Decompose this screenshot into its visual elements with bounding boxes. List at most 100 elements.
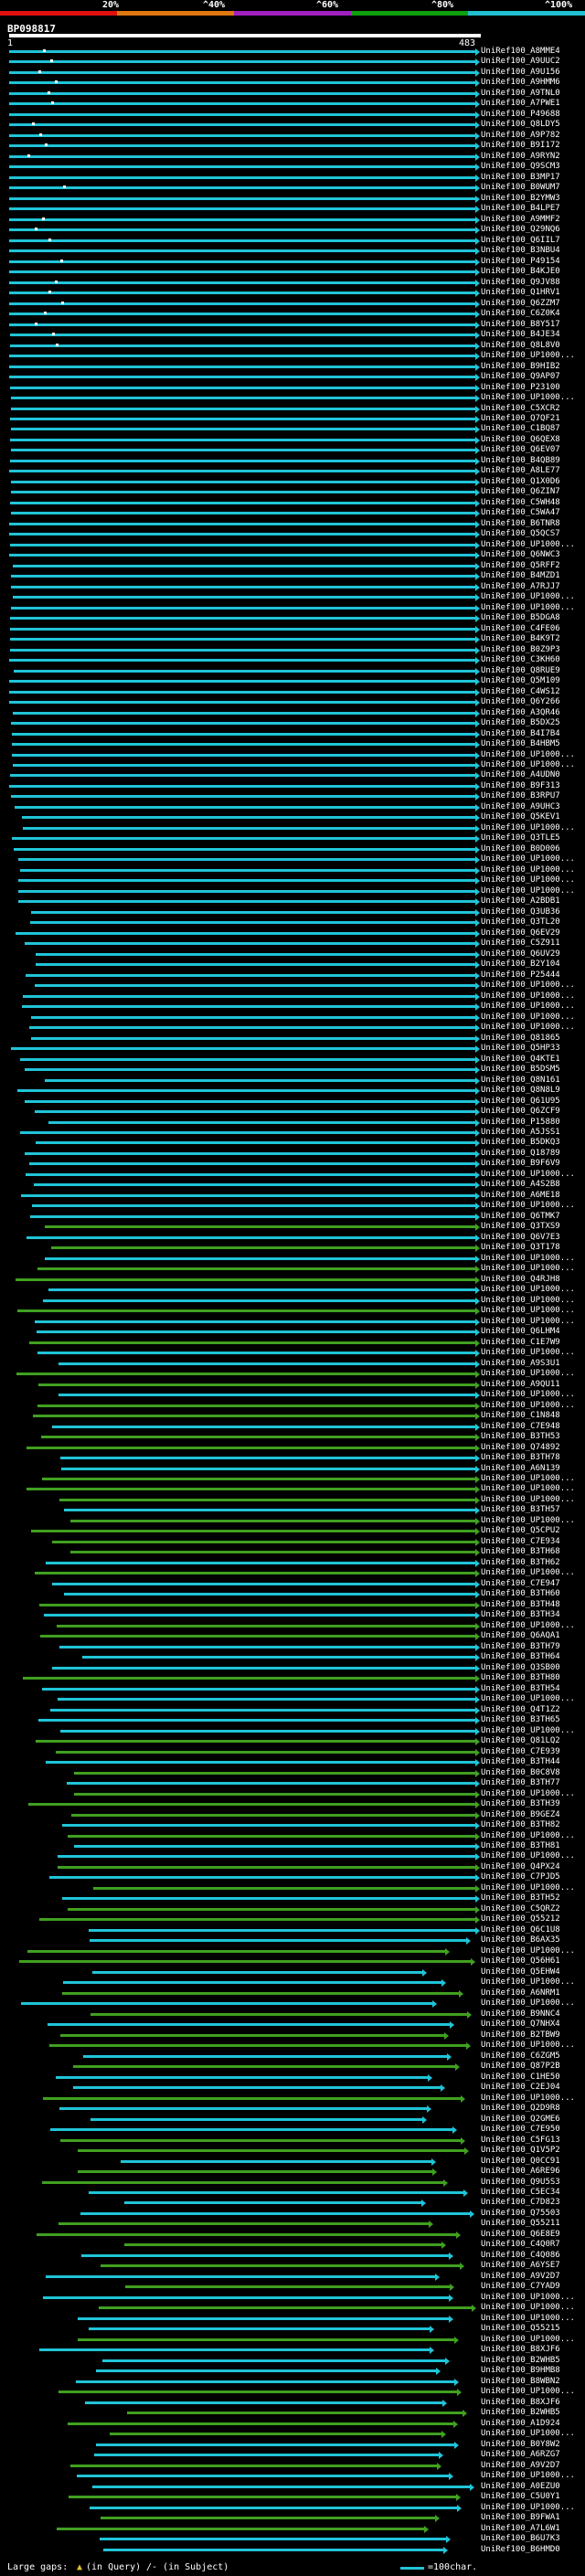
hit-alignment-bar[interactable] bbox=[74, 1792, 475, 1796]
hit-row[interactable]: UniRef100_Q3T178 bbox=[0, 1243, 585, 1253]
hit-name-link[interactable]: UniRef100_Q6E8E9 bbox=[481, 2229, 560, 2239]
hit-row[interactable]: UniRef100_UP1000... bbox=[0, 865, 585, 875]
hit-name-link[interactable]: UniRef100_B3TH79 bbox=[481, 1641, 560, 1651]
hit-name-link[interactable]: UniRef100_B9I172 bbox=[481, 141, 560, 151]
hit-alignment-bar[interactable] bbox=[70, 1519, 475, 1522]
hit-alignment-bar[interactable] bbox=[13, 711, 475, 715]
hit-row[interactable]: UniRef100_UP1000... bbox=[0, 2335, 585, 2345]
hit-name-link[interactable]: UniRef100_B2WHB5 bbox=[481, 2408, 560, 2418]
hit-name-link[interactable]: UniRef100_UP1000... bbox=[481, 1725, 575, 1735]
hit-name-link[interactable]: UniRef100_UP1000... bbox=[481, 1998, 575, 2009]
hit-name-link[interactable]: UniRef100_B3TH54 bbox=[481, 1683, 560, 1693]
hit-row[interactable]: UniRef100_Q5EHW4 bbox=[0, 1967, 585, 1977]
hit-row[interactable]: UniRef100_A9U156 bbox=[0, 68, 585, 78]
hit-alignment-bar[interactable] bbox=[12, 753, 475, 757]
hit-row[interactable]: UniRef100_Q56H61 bbox=[0, 1956, 585, 1966]
hit-row[interactable]: UniRef100_C5WA47 bbox=[0, 508, 585, 518]
hit-name-link[interactable]: UniRef100_Q7NHX4 bbox=[481, 2019, 560, 2030]
hit-row[interactable]: UniRef100_C5Z911 bbox=[0, 938, 585, 949]
hit-alignment-bar[interactable] bbox=[9, 154, 475, 158]
hit-alignment-bar[interactable] bbox=[11, 407, 475, 410]
hit-row[interactable]: UniRef100_Q6V7E3 bbox=[0, 1233, 585, 1243]
hit-row[interactable]: UniRef100_UP1000... bbox=[0, 1306, 585, 1316]
hit-row[interactable]: UniRef100_B3TH54 bbox=[0, 1683, 585, 1694]
hit-name-link[interactable]: UniRef100_A9V2D7 bbox=[481, 2460, 560, 2470]
hit-alignment-bar[interactable] bbox=[21, 2002, 432, 2006]
hit-name-link[interactable]: UniRef100_UP1000... bbox=[481, 854, 575, 864]
hit-name-link[interactable]: UniRef100_C5U0Y1 bbox=[481, 2492, 560, 2502]
hit-row[interactable]: UniRef100_C7PJD5 bbox=[0, 1872, 585, 1882]
hit-name-link[interactable]: UniRef100_Q75503 bbox=[481, 2208, 560, 2218]
hit-alignment-bar[interactable] bbox=[59, 1645, 475, 1648]
hit-name-link[interactable]: UniRef100_Q6EV29 bbox=[481, 928, 560, 938]
hit-alignment-bar[interactable] bbox=[11, 397, 475, 400]
hit-name-link[interactable]: UniRef100_B8XJF6 bbox=[481, 2345, 560, 2355]
hit-name-link[interactable]: UniRef100_Q7QF21 bbox=[481, 413, 560, 423]
hit-alignment-bar[interactable] bbox=[10, 648, 475, 652]
hit-name-link[interactable]: UniRef100_UP1000... bbox=[481, 1316, 575, 1326]
hit-alignment-bar[interactable] bbox=[25, 1151, 475, 1155]
hit-row[interactable]: UniRef100_Q87P2B bbox=[0, 2062, 585, 2072]
hit-row[interactable]: UniRef100_Q5M109 bbox=[0, 676, 585, 686]
hit-alignment-bar[interactable] bbox=[18, 879, 475, 883]
hit-alignment-bar[interactable] bbox=[10, 774, 475, 778]
hit-row[interactable]: UniRef100_Q6QEX8 bbox=[0, 435, 585, 445]
hit-alignment-bar[interactable] bbox=[48, 1288, 475, 1292]
hit-row[interactable]: UniRef100_B3TH53 bbox=[0, 1432, 585, 1442]
hit-alignment-bar[interactable] bbox=[29, 1026, 475, 1030]
hit-alignment-bar[interactable] bbox=[35, 1320, 475, 1323]
hit-row[interactable]: UniRef100_B3TH81 bbox=[0, 1841, 585, 1851]
hit-row[interactable]: UniRef100_Q4PX24 bbox=[0, 1862, 585, 1872]
hit-alignment-bar[interactable] bbox=[9, 784, 475, 788]
hit-name-link[interactable]: UniRef100_Q6NWC3 bbox=[481, 550, 560, 560]
hit-row[interactable]: UniRef100_B6U7K3 bbox=[0, 2534, 585, 2544]
hit-alignment-bar[interactable] bbox=[58, 1394, 475, 1397]
hit-alignment-bar[interactable] bbox=[10, 459, 475, 462]
hit-row[interactable]: UniRef100_C4Q086 bbox=[0, 2251, 585, 2261]
hit-name-link[interactable]: UniRef100_Q6Y266 bbox=[481, 697, 560, 707]
hit-name-link[interactable]: UniRef100_B0WUM7 bbox=[481, 183, 560, 193]
hit-name-link[interactable]: UniRef100_Q81LQ2 bbox=[481, 1736, 560, 1746]
hit-alignment-bar[interactable] bbox=[73, 2086, 441, 2090]
hit-row[interactable]: UniRef100_UP1000... bbox=[0, 1285, 585, 1295]
hit-alignment-bar[interactable] bbox=[14, 669, 475, 673]
hit-row[interactable]: UniRef100_B2WHB5 bbox=[0, 2408, 585, 2418]
hit-alignment-bar[interactable] bbox=[71, 1813, 475, 1817]
hit-name-link[interactable]: UniRef100_Q5HP33 bbox=[481, 1044, 560, 1054]
hit-row[interactable]: UniRef100_Q3TL20 bbox=[0, 917, 585, 928]
hit-alignment-bar[interactable] bbox=[29, 1162, 475, 1166]
hit-alignment-bar[interactable] bbox=[13, 564, 475, 567]
hit-row[interactable]: UniRef100_Q29NQ6 bbox=[0, 225, 585, 235]
hit-alignment-bar[interactable] bbox=[96, 2369, 436, 2373]
hit-row[interactable]: UniRef100_A9V2D7 bbox=[0, 2272, 585, 2282]
hit-alignment-bar[interactable] bbox=[9, 144, 475, 148]
hit-alignment-bar[interactable] bbox=[9, 217, 475, 221]
hit-name-link[interactable]: UniRef100_A8LE77 bbox=[481, 466, 560, 476]
hit-alignment-bar[interactable] bbox=[31, 1015, 475, 1019]
hit-alignment-bar[interactable] bbox=[23, 994, 475, 998]
hit-row[interactable]: UniRef100_UP1000... bbox=[0, 2314, 585, 2324]
hit-name-link[interactable]: UniRef100_A5JSS1 bbox=[481, 1127, 560, 1137]
hit-name-link[interactable]: UniRef100_B2YMW3 bbox=[481, 193, 560, 203]
hit-name-link[interactable]: UniRef100_UP1000... bbox=[481, 1306, 575, 1316]
hit-row[interactable]: UniRef100_B5DX25 bbox=[0, 718, 585, 728]
hit-alignment-bar[interactable] bbox=[17, 1089, 475, 1093]
hit-name-link[interactable]: UniRef100_B3TH68 bbox=[481, 1547, 560, 1557]
hit-row[interactable]: UniRef100_A4UDN0 bbox=[0, 770, 585, 780]
hit-name-link[interactable]: UniRef100_A9RYN2 bbox=[481, 151, 560, 161]
hit-alignment-bar[interactable] bbox=[121, 2159, 431, 2163]
hit-name-link[interactable]: UniRef100_Q3TXS9 bbox=[481, 1222, 560, 1232]
hit-row[interactable]: UniRef100_C1BQ87 bbox=[0, 424, 585, 434]
hit-alignment-bar[interactable] bbox=[9, 249, 475, 253]
hit-row[interactable]: UniRef100_C4WS12 bbox=[0, 687, 585, 697]
hit-alignment-bar[interactable] bbox=[9, 270, 475, 274]
hit-alignment-bar[interactable] bbox=[36, 1740, 475, 1744]
hit-row[interactable]: UniRef100_Q6EV29 bbox=[0, 928, 585, 938]
hit-row[interactable]: UniRef100_B0D006 bbox=[0, 844, 585, 854]
hit-row[interactable]: UniRef100_B4KJE0 bbox=[0, 267, 585, 277]
hit-name-link[interactable]: UniRef100_C7E939 bbox=[481, 1746, 560, 1756]
hit-name-link[interactable]: UniRef100_C6ZGM5 bbox=[481, 2051, 560, 2061]
hit-alignment-bar[interactable] bbox=[46, 1761, 475, 1765]
hit-alignment-bar[interactable] bbox=[13, 596, 475, 599]
hit-name-link[interactable]: UniRef100_UP1000... bbox=[481, 981, 575, 991]
